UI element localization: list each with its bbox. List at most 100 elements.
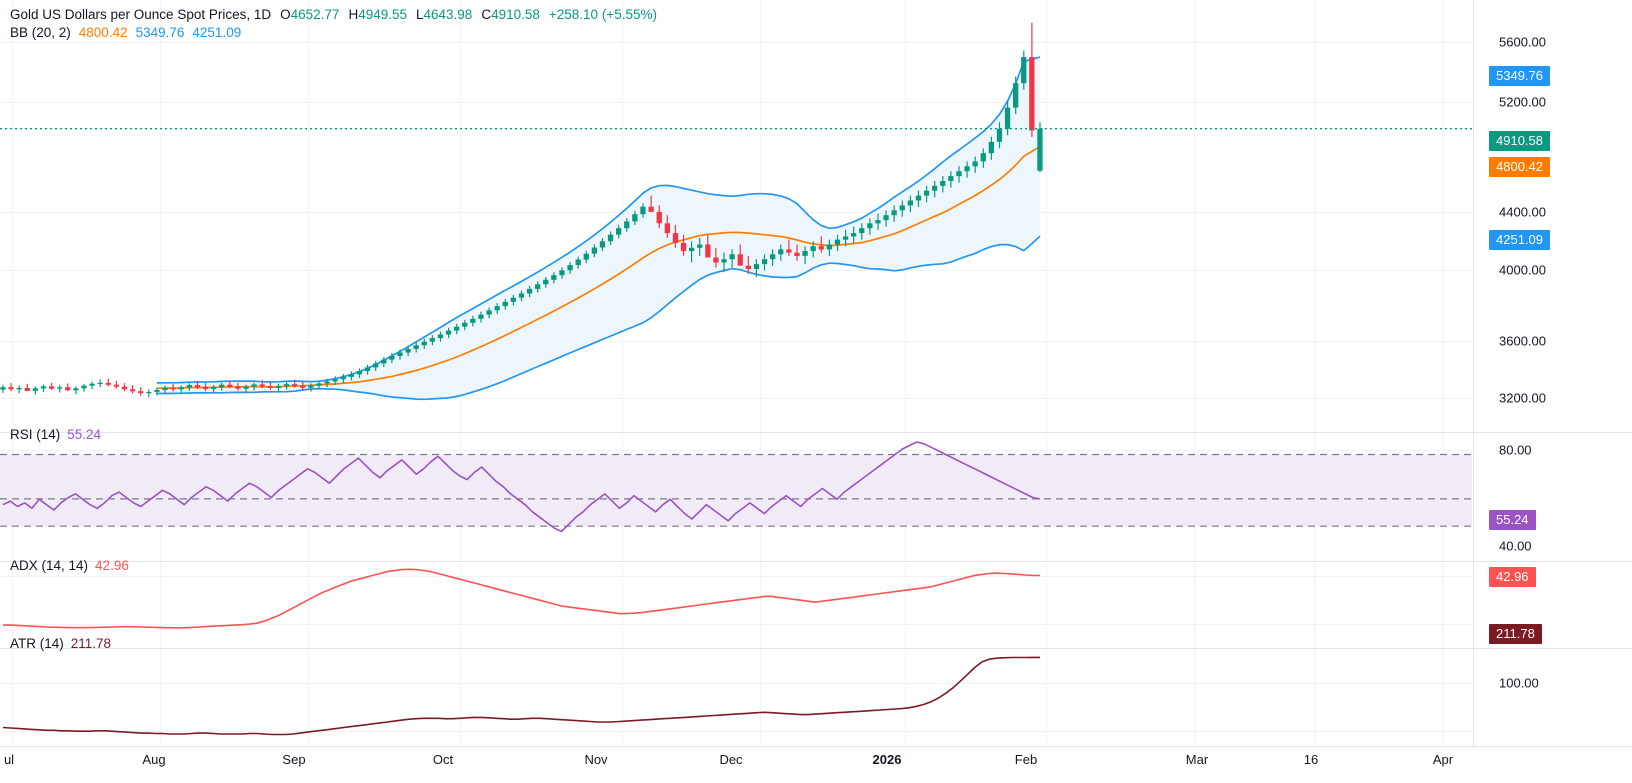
time-tick: Aug [142,752,166,767]
candle-body [445,330,452,335]
candle-body [105,382,111,385]
time-axis[interactable]: ul Aug Sep Oct Nov Dec 2026 Feb Mar 16 A… [0,746,1632,783]
candle-body [154,389,160,392]
candle-body [267,386,273,388]
candle-body [721,259,727,263]
candle-body [454,326,460,331]
candle-body [243,386,249,389]
candle-body [494,306,500,311]
candle-body [1029,57,1035,131]
candle-body [146,391,152,394]
price-badge-bb-lower: 4251.09 [1489,230,1550,250]
rsi-tick: 40.00 [1499,538,1532,554]
candle-body [770,254,776,260]
candle-body [729,254,735,260]
candle-body [219,384,225,387]
bb-upper-line [156,56,1041,384]
candle-body [851,233,857,237]
candle-body [194,385,201,388]
candle-body [227,384,233,387]
candle-body [899,205,905,211]
price-badge-bb-upper: 5349.76 [1489,66,1550,86]
rsi-overbought-oversold-band [0,454,1472,527]
price-axis-separator [1472,0,1474,746]
time-tick: Apr [1432,752,1454,767]
bb-fill [156,57,1040,400]
candle-body [381,359,387,364]
price-tick: 5600.00 [1499,34,1546,50]
candle-body [48,386,55,389]
candle-body [518,293,525,298]
candle-body [259,384,265,387]
candle-body [583,253,589,260]
bb-basis-line [156,145,1041,390]
candle-body [308,385,314,388]
price-pane-plot [0,0,1472,432]
candle-body [300,385,306,388]
atr-badge: 211.78 [1489,624,1542,644]
candle-body [170,388,176,390]
candle-body [429,338,435,342]
pane-separator-atr [0,648,1632,649]
adx-badge: 42.96 [1489,567,1536,587]
time-tick: ul [3,752,15,767]
candle-body [616,228,622,235]
candle-body [543,279,549,285]
candle-body [802,251,808,256]
candle-body [551,275,557,280]
candle-body [705,244,711,258]
candle-body [624,221,630,229]
rsi-line [2,441,1041,533]
candle-body [316,383,322,386]
candle-body [778,249,784,255]
candle-body [364,367,371,371]
candle-body [575,259,581,265]
candle-body [32,388,38,391]
candle-body [591,247,597,254]
candle-body [972,161,978,167]
rsi-pane-plot [0,433,1472,562]
candle-body [883,215,889,221]
candle-body [356,371,363,375]
price-tick: 4000.00 [1499,262,1546,278]
candle-body [980,153,986,162]
adx-line [3,568,1041,629]
candle-body [640,206,646,215]
price-tick: 5200.00 [1499,94,1546,110]
candle-body [907,200,913,206]
candle-body [8,387,14,390]
candle-body [656,211,662,224]
candle-body [713,257,719,263]
candle-body [235,386,241,389]
candle-body [97,382,103,384]
adx-pane-plot [0,562,1472,648]
candle-body [437,334,444,339]
candle-body [988,141,994,154]
pane-separator-adx [0,561,1632,562]
price-tick: 3200.00 [1499,390,1546,406]
candle-body [567,265,573,271]
candlestick-series [0,22,1043,401]
price-badge-bb-basis: 4800.42 [1489,157,1550,177]
candle-body [818,246,824,250]
time-tick: Nov [584,752,608,767]
candle-body [923,190,930,196]
price-badge-last: 4910.58 [1489,131,1550,151]
candle-body [1021,57,1027,84]
candle-body [672,233,679,243]
candle-body [389,356,395,360]
candle-body [526,288,533,294]
candle-body [251,384,257,387]
candle-body [202,387,209,389]
candle-body [1037,128,1043,171]
candle-body [0,387,6,390]
candle-body [348,374,354,377]
bb-lower-line [156,235,1041,401]
candle-body [964,166,970,172]
candle-body [478,314,484,319]
candle-body [113,384,119,387]
candle-body [24,388,30,391]
price-tick: 4400.00 [1499,204,1546,220]
candle-body [875,220,881,224]
candle-body [397,352,403,356]
